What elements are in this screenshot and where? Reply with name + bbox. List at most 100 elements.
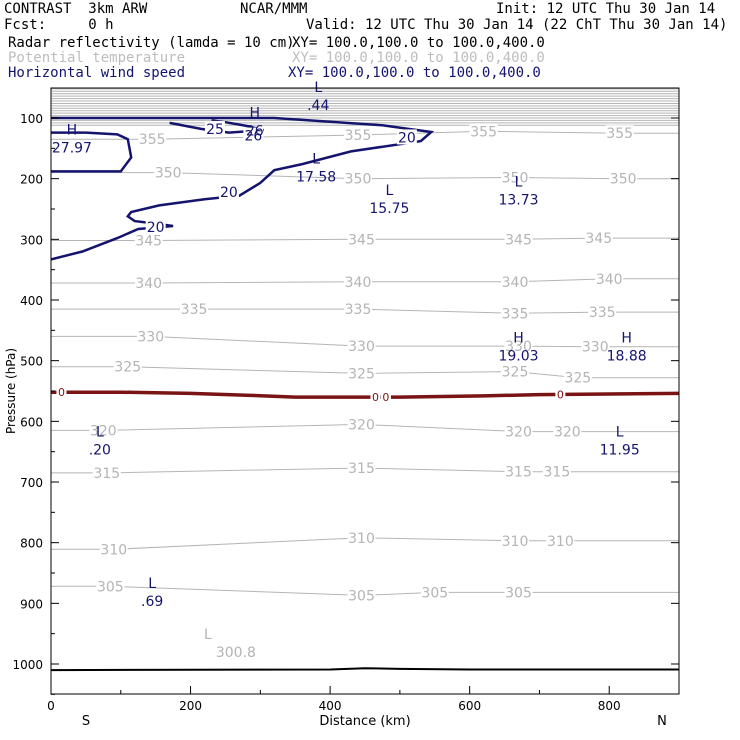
theta-label: 355 (139, 132, 166, 148)
x-tick-label: 800 (598, 699, 621, 713)
valid-time: Valid: 12 UTC Thu 30 Jan 14 (22 ChT Thu … (306, 17, 728, 33)
y-tick-label: 200 (20, 173, 43, 187)
theta-label: 320 (554, 425, 581, 441)
theta-label-bg (504, 584, 533, 600)
theta-label-bg (113, 358, 142, 374)
theta-label: 330 (137, 329, 164, 345)
wind-extremum-mark: L (515, 175, 523, 191)
x-axis-right-end: N (657, 714, 667, 729)
theta-label: 325 (502, 365, 529, 381)
wind-label-bg (218, 184, 239, 200)
wind-label-bg (204, 120, 225, 136)
y-tick-label: 800 (20, 537, 43, 551)
reflectivity-label: 0 (58, 386, 65, 399)
y-tick-label: 300 (20, 233, 43, 247)
theta-label: 335 (345, 302, 372, 318)
theta-label: 355 (606, 126, 633, 142)
theta-label-bg (96, 578, 125, 594)
theta-label: 340 (502, 275, 529, 291)
reflectivity-contours (51, 390, 679, 672)
theta-label-bg (501, 305, 530, 321)
theta-label-bg (609, 170, 638, 186)
theta-label: 350 (502, 170, 529, 186)
field-xy-reflectivity: XY= 100.0,100.0 to 100.0,400.0 (292, 35, 545, 51)
theta-extremum-value: 300.8 (216, 645, 256, 661)
theta-label-bg (546, 532, 575, 548)
theta-label: 335 (589, 305, 616, 321)
center-name: NCAR/MMM (240, 1, 308, 17)
wind-label: 20 (220, 185, 238, 201)
field-name-wind: Horizontal wind speed (8, 65, 186, 81)
theta-label-bg (420, 584, 449, 600)
wind-extremum-mark: H (67, 122, 78, 138)
theta-label: 355 (345, 128, 372, 144)
theta-label-bg (344, 301, 373, 317)
wind-extremum-mark: H (249, 105, 260, 121)
y-tick-label: 600 (20, 415, 43, 429)
theta-label-bg (605, 125, 634, 141)
field-xy-wind: XY= 100.0,100.0 to 100.0,400.0 (288, 65, 541, 81)
theta-label-bg (134, 275, 163, 291)
theta-label: 310 (100, 542, 127, 558)
zero-label-bg (380, 391, 391, 403)
wind-extremum-mark: H (621, 331, 632, 347)
theta-label-bg (347, 231, 376, 247)
zero-label-bg (370, 391, 381, 403)
y-tick-label: 500 (20, 355, 43, 369)
zero-label-bg (56, 386, 67, 398)
wind-extremum-mark: L (616, 425, 624, 441)
y-tick-label: 400 (20, 294, 43, 308)
theta-extremum-mark: L (204, 627, 212, 643)
wind-extremum-mark: L (148, 576, 156, 592)
theta-label: 335 (181, 302, 208, 318)
theta-label-bg (501, 363, 530, 379)
wind-extremum-mark: L (312, 152, 320, 168)
theta-label-bg (344, 170, 373, 186)
x-axis-left-end: S (82, 714, 90, 729)
theta-label: 345 (585, 231, 612, 247)
field-name-theta: Potential temperature (8, 50, 186, 66)
theta-label: 355 (470, 124, 497, 140)
theta-label-bg (504, 338, 533, 354)
theta-label: 325 (564, 371, 591, 387)
theta-label-bg (347, 529, 376, 545)
theta-label: 330 (348, 339, 375, 355)
theta-label-bg (504, 231, 533, 247)
theta-label-bg (154, 164, 183, 180)
wind-label-bg (243, 127, 264, 143)
field-name-reflectivity: Radar reflectivity (lamda = 10 cm) (8, 35, 295, 51)
wind-extremum-value: 18.88 (607, 349, 647, 365)
wind-extremum-value: 27.97 (52, 140, 92, 156)
theta-label: 310 (348, 531, 375, 547)
theta-label: 305 (505, 585, 532, 601)
wind-extremum-value: 19.03 (498, 349, 538, 365)
wind-contour-25 (169, 119, 265, 134)
wind-extremum-value: 13.73 (498, 193, 538, 209)
theta-label: 315 (544, 465, 571, 481)
theta-label-bg (504, 463, 533, 479)
theta-label: 325 (114, 360, 141, 376)
theta-label: 325 (348, 366, 375, 382)
theta-label: 305 (97, 579, 124, 595)
y-axis-title: Pressure (hPa) (4, 348, 18, 434)
wind-extremum-mark: L (386, 183, 394, 199)
theta-label-bg (138, 131, 167, 147)
x-tick-label: 400 (319, 699, 342, 713)
y-tick-label: 900 (20, 597, 43, 611)
zero-label-bg (555, 388, 566, 400)
theta-label-bg (501, 532, 530, 548)
wind-label: 26 (244, 129, 262, 145)
theta-label-bg (595, 270, 624, 286)
model-title: CONTRAST 3km ARW (4, 1, 148, 17)
theta-label: 320 (90, 423, 117, 439)
x-tick-label: 600 (458, 699, 481, 713)
wind-extremum-value: 15.75 (369, 201, 409, 217)
theta-label-bg (344, 126, 373, 142)
theta-label: 310 (547, 534, 574, 550)
theta-label-bg (347, 365, 376, 381)
theta-label: 345 (505, 232, 532, 248)
theta-label-bg (347, 338, 376, 354)
theta-label-bg (584, 230, 613, 246)
